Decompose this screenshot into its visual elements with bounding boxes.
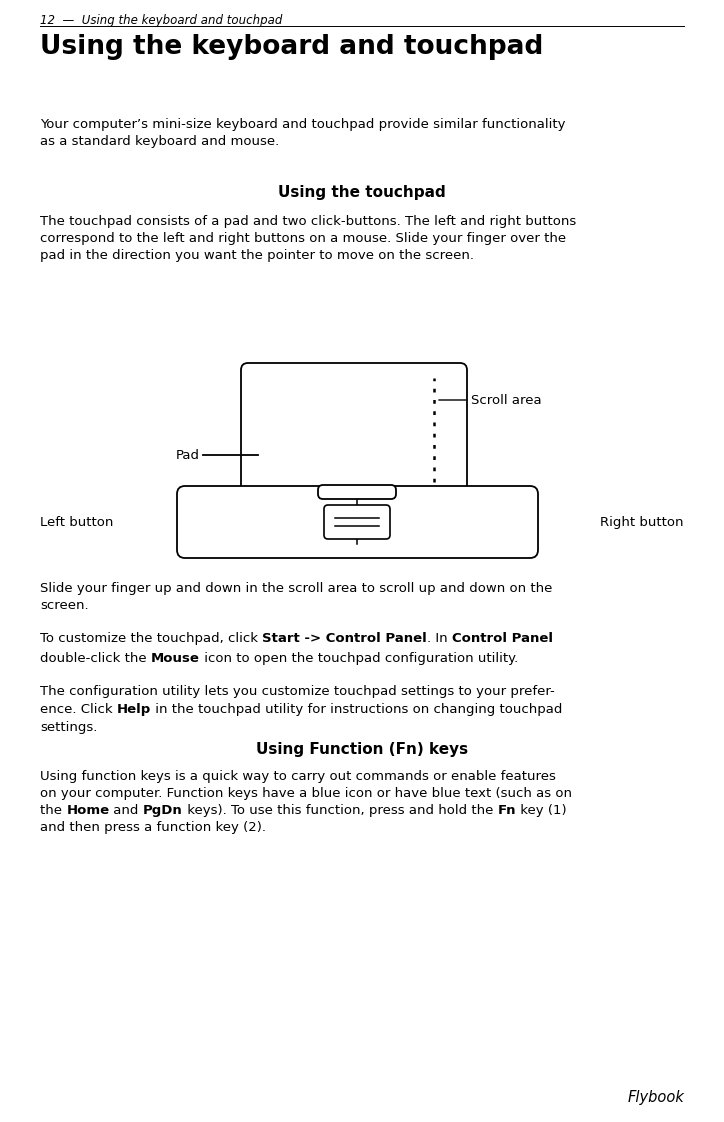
Text: . In: . In: [427, 632, 452, 645]
Text: The touchpad consists of a pad and two click-buttons. The left and right buttons: The touchpad consists of a pad and two c…: [40, 215, 576, 263]
FancyBboxPatch shape: [177, 486, 538, 558]
Text: 12  —  Using the keyboard and touchpad: 12 — Using the keyboard and touchpad: [40, 13, 282, 27]
Text: Left button: Left button: [40, 515, 114, 528]
Text: PgDn: PgDn: [143, 804, 182, 817]
Polygon shape: [323, 490, 391, 494]
Text: Right button: Right button: [600, 515, 684, 528]
Text: keys). To use this function, press and hold the: keys). To use this function, press and h…: [182, 804, 497, 817]
FancyBboxPatch shape: [241, 364, 467, 497]
Text: in the touchpad utility for instructions on changing touchpad: in the touchpad utility for instructions…: [151, 703, 563, 716]
Text: The configuration utility lets you customize touchpad settings to your prefer-: The configuration utility lets you custo…: [40, 686, 555, 698]
Text: icon to open the touchpad configuration utility.: icon to open the touchpad configuration …: [200, 652, 518, 665]
Text: ence. Click: ence. Click: [40, 703, 117, 716]
Text: and then press a function key (2).: and then press a function key (2).: [40, 821, 266, 834]
Text: Help: Help: [117, 703, 151, 716]
Text: Fn: Fn: [497, 804, 516, 817]
Text: double-click the: double-click the: [40, 652, 151, 665]
Text: on your computer. Function keys have a blue icon or have blue text (such as on: on your computer. Function keys have a b…: [40, 787, 572, 800]
Text: key (1): key (1): [516, 804, 566, 817]
Text: and: and: [109, 804, 143, 817]
FancyBboxPatch shape: [318, 485, 396, 499]
Text: Flybook: Flybook: [627, 1089, 684, 1105]
Text: Mouse: Mouse: [151, 652, 200, 665]
Text: Slide your finger up and down in the scroll area to scroll up and down on the
sc: Slide your finger up and down in the scr…: [40, 582, 552, 611]
Text: Using the keyboard and touchpad: Using the keyboard and touchpad: [40, 34, 544, 59]
Text: Scroll area: Scroll area: [471, 394, 542, 406]
Text: To customize the touchpad, click: To customize the touchpad, click: [40, 632, 262, 645]
Text: the: the: [40, 804, 67, 817]
Text: Home: Home: [67, 804, 109, 817]
Text: Control Panel: Control Panel: [452, 632, 553, 645]
Text: Using the touchpad: Using the touchpad: [278, 185, 446, 200]
Text: Using function keys is a quick way to carry out commands or enable features: Using function keys is a quick way to ca…: [40, 770, 556, 783]
Text: Your computer’s mini-size keyboard and touchpad provide similar functionality
as: Your computer’s mini-size keyboard and t…: [40, 118, 565, 148]
Text: Using Function (Fn) keys: Using Function (Fn) keys: [256, 742, 468, 757]
FancyBboxPatch shape: [324, 505, 390, 539]
Text: Start -> Control Panel: Start -> Control Panel: [262, 632, 427, 645]
Text: settings.: settings.: [40, 721, 97, 734]
Text: Pad: Pad: [176, 449, 200, 461]
